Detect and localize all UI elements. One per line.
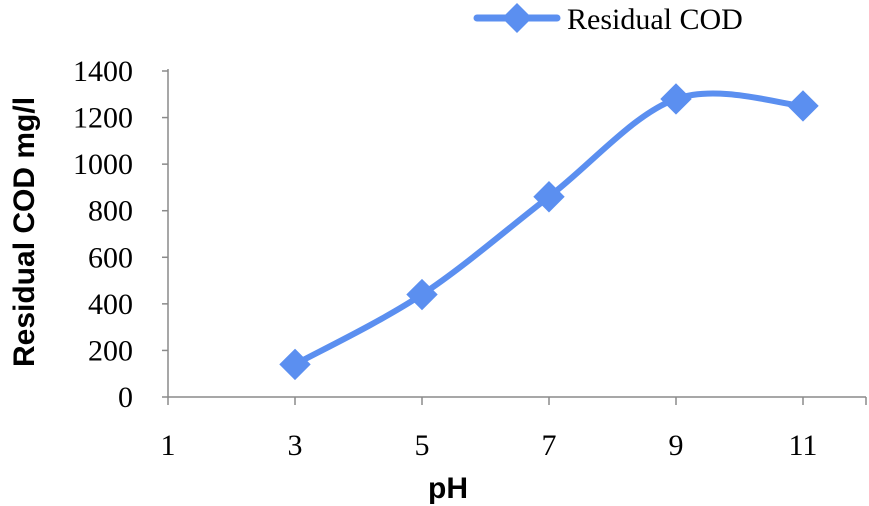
y-axis-ticks: 0 200 400 600 800 1000 1200 1400 [73, 55, 168, 414]
data-point-marker [787, 90, 819, 122]
legend-label: Residual COD [567, 3, 743, 36]
y-tick-label: 1000 [73, 148, 133, 181]
y-tick-label: 0 [118, 381, 133, 414]
plot-area [279, 83, 819, 381]
x-tick-label: 9 [669, 429, 684, 462]
data-point-marker [533, 181, 565, 213]
data-point-marker [660, 83, 692, 115]
y-tick-label: 1400 [73, 55, 133, 88]
y-tick-label: 200 [88, 334, 133, 367]
x-tick-label: 3 [288, 429, 303, 462]
legend-diamond-marker [502, 3, 532, 33]
y-axis-title: Residual COD mg/l [8, 97, 41, 367]
y-tick-label: 1200 [73, 102, 133, 135]
x-tick-label: 7 [542, 429, 557, 462]
axes: 1 3 5 7 9 11 0 200 400 600 800 1000 1200 1400 [73, 55, 867, 462]
data-point-marker [406, 278, 438, 311]
x-tick-label: 11 [789, 429, 818, 462]
x-tick-label: 1 [161, 429, 176, 462]
series-line [292, 90, 806, 368]
data-point-marker [279, 348, 311, 381]
y-tick-label: 400 [88, 288, 133, 321]
x-tick-label: 5 [415, 429, 430, 462]
x-axis-ticks: 1 3 5 7 9 11 [161, 397, 867, 462]
x-axis-title: pH [428, 472, 468, 505]
legend: Residual COD [473, 3, 743, 36]
y-tick-label: 600 [88, 241, 133, 274]
y-tick-label: 800 [88, 195, 133, 228]
